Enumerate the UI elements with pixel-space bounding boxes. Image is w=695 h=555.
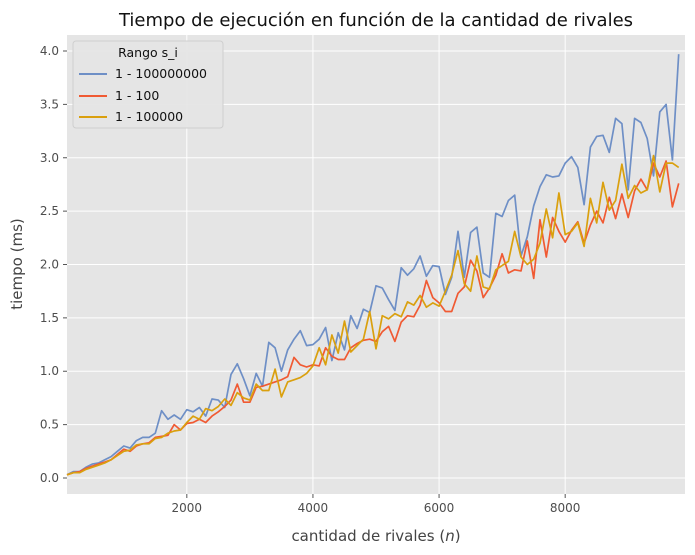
legend-label-series-2: 1 - 100 [115,88,159,103]
legend-box [72,40,224,129]
y-tick-label: 2.5 [40,204,59,218]
series-line-3 [66,154,680,476]
x-axis-label: cantidad de rivales (n) [291,527,460,545]
y-tick-label: 3.5 [40,97,59,111]
x-tick-label: 8000 [550,501,581,515]
chart-title: Tiempo de ejecución en función de la can… [118,10,633,31]
y-tick-label: 1.0 [40,364,59,378]
legend-title: Rango s_i [118,45,178,60]
y-tick-label: 3.0 [40,151,59,165]
grid [67,35,685,494]
y-tick-label: 1.5 [40,311,59,325]
x-tick-label: 4000 [298,501,329,515]
legend: Rango s_i 1 - 100000000 1 - 100 1 - 1000… [72,40,224,129]
y-tick-label: 4.0 [40,44,59,58]
y-tick-label: 2.0 [40,258,59,272]
y-tick-label: 0.0 [40,471,59,485]
series-line-1 [66,54,680,476]
series-lines [66,54,680,476]
y-tick-label: 0.5 [40,418,59,432]
legend-label-series-1: 1 - 100000000 [115,66,207,81]
x-tick-labels: 2000 4000 6000 8000 [172,494,581,515]
legend-label-series-3: 1 - 100000 [115,109,183,124]
y-axis-label: tiempo (ms) [8,218,26,310]
x-tick-label: 2000 [172,501,203,515]
x-tick-label: 6000 [424,501,455,515]
y-tick-labels: 0.0 0.5 1.0 1.5 2.0 2.5 3.0 3.5 4.0 [40,44,67,485]
